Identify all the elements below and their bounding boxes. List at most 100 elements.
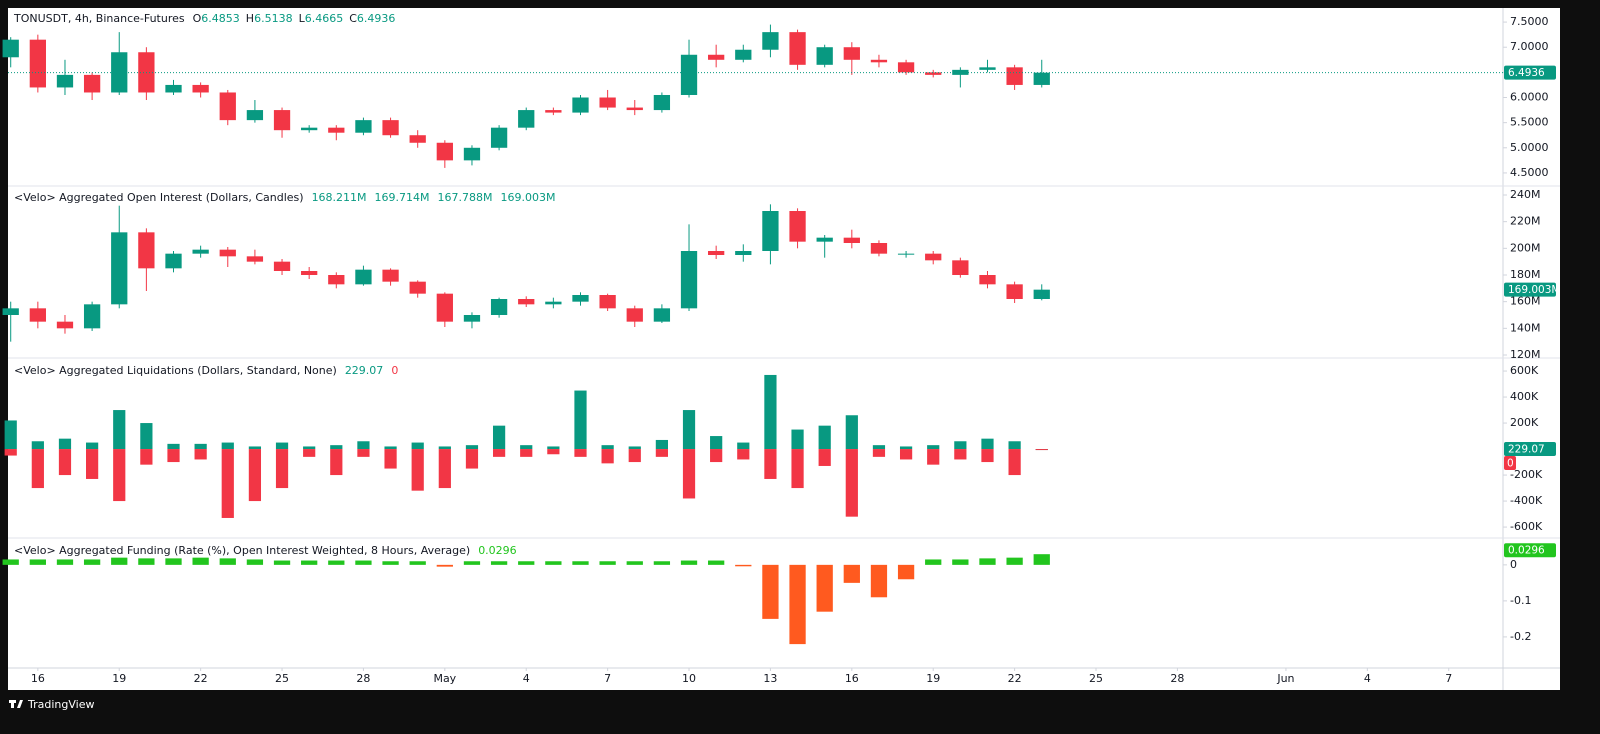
bar [357,441,370,450]
bar [1033,554,1050,565]
bar [845,415,858,450]
bar [762,564,779,619]
bar [653,561,671,565]
bar [328,560,345,565]
bar [275,442,289,450]
bar [791,449,804,489]
legend-key: O [193,12,202,25]
bar [981,438,994,450]
candle-body [436,142,453,161]
legend-value: 169.714M [375,191,430,204]
y-tick-label: -0.2 [1510,630,1531,643]
candle-body [1033,289,1050,299]
candle-body [138,232,155,269]
bar [382,561,399,565]
bar [897,564,915,580]
price-tag-label: 0.0296 [1508,545,1545,557]
y-tick-label: 200K [1510,416,1539,429]
y-tick-label: 220M [1510,215,1541,228]
candle-body [545,110,562,113]
candle-body [165,84,182,93]
x-tick-label: 7 [604,672,611,685]
bar [29,559,46,565]
candle-body [301,127,318,131]
bar [192,557,209,565]
x-tick-label: 16 [31,672,45,685]
candle-body [925,253,942,261]
bar [628,446,641,450]
bar [58,438,72,450]
bar [680,560,698,565]
bar [463,561,481,565]
bar [845,449,858,517]
candle-body [843,47,860,60]
legend-key: L [299,12,306,25]
x-tick-label: 13 [763,672,777,685]
bar [4,449,17,456]
x-tick-label: 19 [926,672,940,685]
bar [113,410,126,450]
y-tick-label: 140M [1510,321,1541,334]
legend-key: C [349,12,357,25]
y-tick-label: 4.5000 [1510,166,1549,179]
legend-value: 0 [391,364,398,377]
candle-body [1006,67,1023,85]
x-tick-label: 16 [845,672,859,685]
candle-body [897,62,915,73]
candle-body [789,211,806,242]
candle-body [762,32,779,50]
bar [330,445,343,450]
candle-body [816,237,833,242]
candle-body [572,97,589,113]
bar [655,449,668,457]
y-tick-label: -200K [1510,468,1543,481]
bar [275,449,289,489]
bar [872,449,886,457]
candle-body [979,275,996,285]
x-tick-label: 4 [1364,672,1371,685]
bar [4,420,17,450]
bar [438,449,451,489]
bar [789,564,806,645]
bar [219,558,236,565]
candle-body [111,232,128,305]
candle-body [355,269,372,285]
y-tick-label: 160M [1510,295,1541,308]
bar [31,449,44,489]
candle-body [789,32,806,65]
candle-body [545,301,562,305]
bar [140,449,153,465]
candle-body [680,251,698,309]
chart-area [8,8,1560,690]
candle-body [626,308,643,322]
legend-value: 167.788M [438,191,493,204]
bar [167,449,180,463]
logo [9,700,23,708]
legend-value: 6.4665 [305,12,344,25]
candle-body [29,308,46,322]
x-tick-label: 19 [112,672,126,685]
bar [545,561,562,565]
bar [737,442,750,450]
bar [31,441,44,450]
candle-body [653,308,671,322]
candle-body [518,110,535,128]
bar [981,449,994,463]
bar [384,449,397,469]
candle-body [2,308,19,315]
bar [925,559,942,565]
candle-body [246,256,264,262]
y-tick-label: 400K [1510,390,1539,403]
bar [682,410,696,450]
bar [465,445,479,450]
x-tick-label: 25 [275,672,289,685]
bar [246,559,264,565]
x-tick-label: 22 [194,672,208,685]
bar [194,449,207,460]
candle-body [490,299,508,315]
candle-body [328,275,345,285]
candle-body [246,110,264,121]
bar [113,449,126,502]
bar [735,564,752,567]
bar [818,449,831,466]
